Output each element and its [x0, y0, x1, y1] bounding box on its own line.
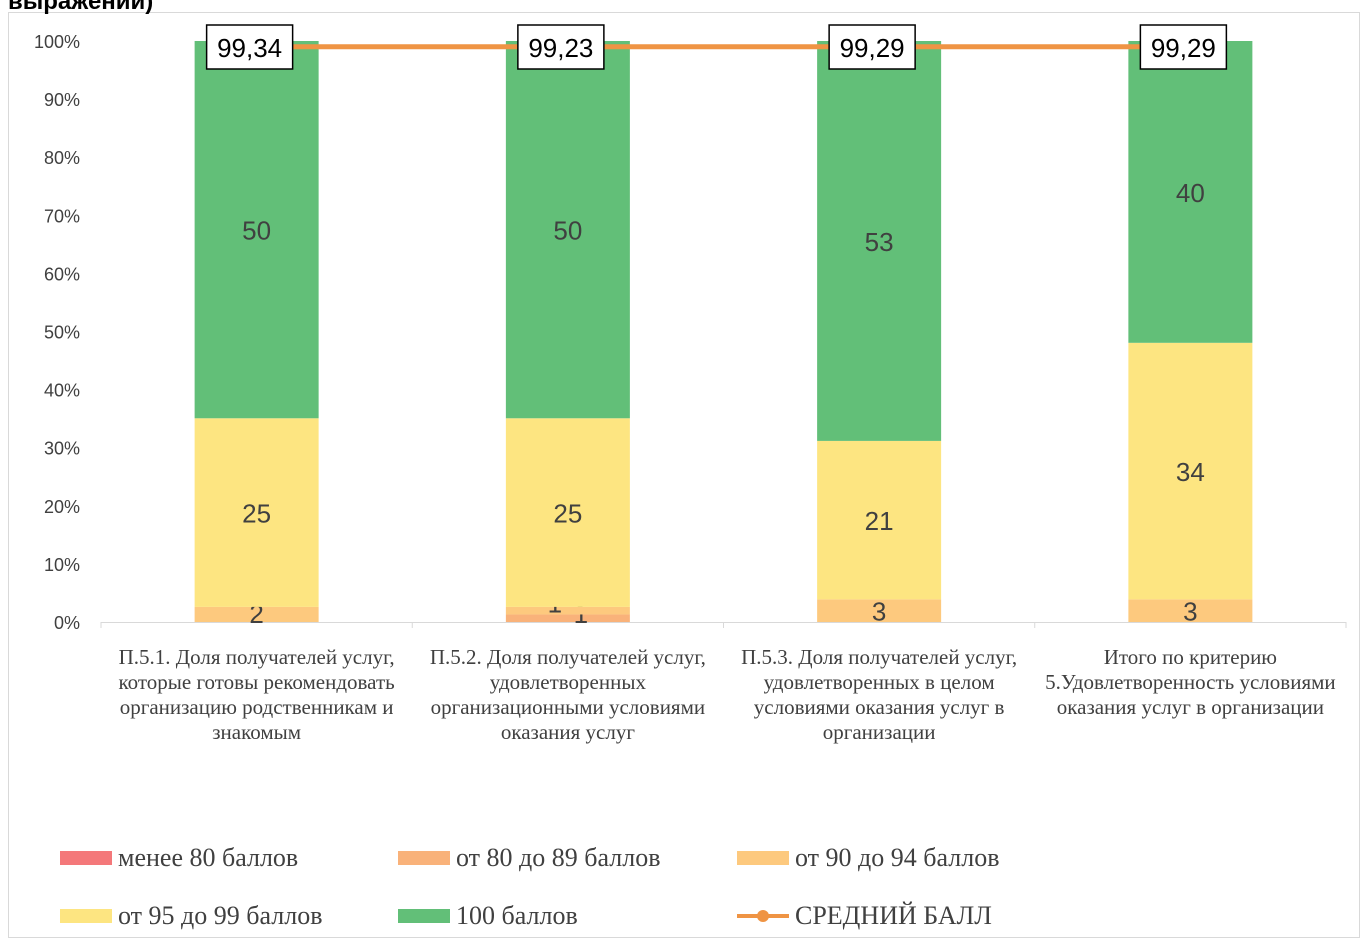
legend-label: менее 80 баллов: [118, 843, 299, 872]
data-label: 25: [553, 499, 582, 529]
bar-segment: [505, 614, 630, 622]
y-tick-label: 10%: [44, 555, 80, 575]
data-label: 50: [553, 216, 582, 246]
legend-label: СРЕДНИЙ БАЛЛ: [795, 901, 992, 930]
legend-swatch: [737, 851, 789, 865]
data-label: 53: [865, 227, 894, 257]
bar-segment: [1128, 41, 1253, 343]
bar-segment: [194, 41, 319, 419]
data-label: 3: [1183, 597, 1197, 627]
legend-item: от 95 до 99 баллов: [60, 901, 322, 931]
chart-area: [8, 12, 1360, 938]
data-label: 40: [1176, 178, 1205, 208]
y-tick-label: 50%: [44, 323, 80, 343]
bar-segment: [194, 606, 319, 622]
category-label: П.5.1. Доля получателей услуг, которые г…: [118, 645, 395, 744]
legend-item: 100 баллов: [398, 901, 578, 931]
legend-item: от 80 до 89 баллов: [398, 843, 660, 873]
bar-segment: [817, 440, 942, 600]
bar-segment: [505, 41, 630, 419]
legend-item: от 90 до 94 баллов: [737, 843, 999, 873]
bar-segment: [1128, 342, 1253, 600]
data-label: 21: [865, 506, 894, 536]
category-label: Итого по критерию 5.Удовлетворенность ус…: [1045, 645, 1336, 719]
average-label: 99,29: [840, 33, 905, 63]
legend-label: 100 баллов: [456, 901, 578, 930]
legend-item: СРЕДНИЙ БАЛЛ: [737, 901, 992, 931]
y-tick-label: 0%: [54, 613, 80, 633]
bar-segment: [1128, 599, 1253, 622]
legend-swatch: [60, 851, 112, 865]
data-label: 25: [242, 499, 271, 529]
bar-segment: [817, 41, 942, 441]
legend-label: от 80 до 89 баллов: [456, 843, 661, 872]
bar-segment: [817, 599, 942, 622]
chart-title-fragment: выражений): [8, 0, 154, 15]
average-label-box: [205, 24, 294, 70]
average-label: 99,29: [1151, 33, 1216, 63]
y-tick-label: 40%: [44, 381, 80, 401]
legend-swatch: [398, 909, 450, 923]
data-label: 50: [242, 216, 271, 246]
y-tick-label: 90%: [44, 90, 80, 110]
bar-segment: [194, 418, 319, 607]
legend-swatch: [398, 851, 450, 865]
average-label: 99,23: [528, 33, 593, 63]
legend-label: от 95 до 99 баллов: [118, 901, 323, 930]
y-tick-label: 20%: [44, 497, 80, 517]
average-label: 99,34: [217, 33, 282, 63]
legend-item: менее 80 баллов: [60, 843, 298, 873]
legend-line-swatch: [737, 909, 789, 923]
y-tick-label: 30%: [44, 439, 80, 459]
y-tick-label: 80%: [44, 148, 80, 168]
bar-segment: [505, 606, 630, 615]
y-tick-label: 100%: [34, 32, 80, 52]
average-label-box: [1139, 24, 1228, 70]
average-label-box: [517, 24, 605, 70]
legend-swatch: [60, 909, 112, 923]
y-tick-label: 70%: [44, 206, 80, 226]
y-tick-label: 60%: [44, 264, 80, 284]
bar-segment: [505, 418, 630, 607]
category-label: П.5.2. Доля получателей услуг, удовлетво…: [429, 645, 706, 744]
data-label: 34: [1176, 457, 1205, 487]
category-label: П.5.3. Доля получателей услуг, удовлетво…: [741, 645, 1018, 744]
legend-label: от 90 до 94 баллов: [795, 843, 1000, 872]
data-label: 3: [872, 597, 886, 627]
average-label-box: [828, 24, 916, 70]
